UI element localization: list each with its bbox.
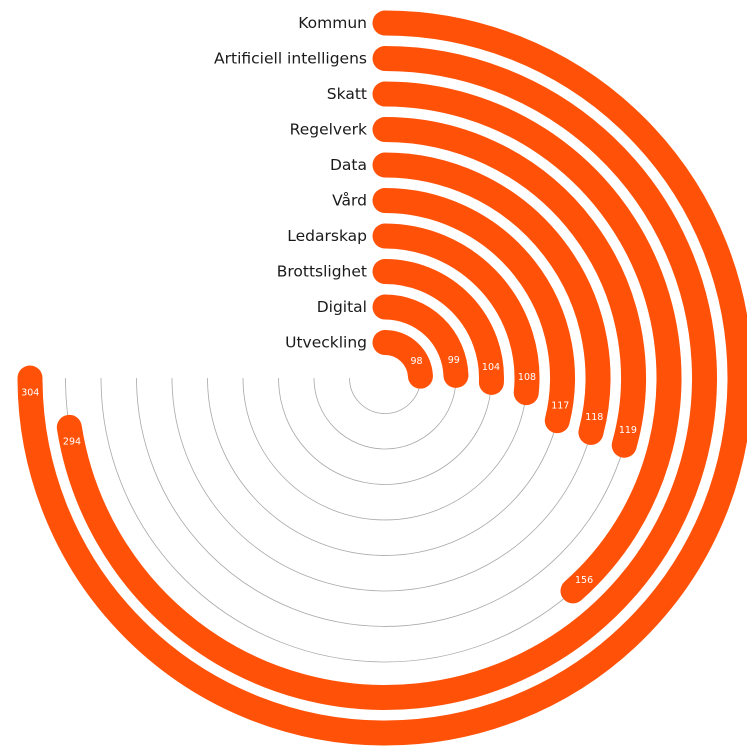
grid-track [207, 377, 563, 556]
category-label-utveckling: Utveckling [285, 334, 367, 352]
category-label-skatt: Skatt [327, 85, 367, 103]
bar-kommun [17, 10, 747, 746]
bar-utveckling [372, 330, 433, 389]
bar-ledarskap [372, 223, 540, 406]
bar-artificiell-intelligens [56, 46, 717, 710]
value-label-regelverk: 119 [619, 425, 637, 436]
value-label-brottslighet: 104 [482, 362, 500, 373]
bar-brottslighet [372, 259, 504, 395]
value-label-data: 118 [585, 412, 603, 423]
category-label-regelverk: Regelverk [290, 121, 367, 139]
value-label-artificiell-intelligens: 294 [63, 437, 81, 448]
category-labels: Kommun Artificiell intelligens Skatt Regelv… [214, 14, 367, 352]
bar-digital [372, 294, 469, 388]
grid-track [136, 377, 634, 627]
category-label-vard: Vård [332, 192, 367, 210]
bars [17, 10, 747, 746]
category-label-digital: Digital [317, 298, 367, 316]
category-label-data: Data [330, 156, 367, 174]
bar-skatt [372, 81, 682, 604]
bar-regelverk [372, 117, 646, 458]
bar-data [372, 152, 611, 445]
grid-track [313, 377, 457, 450]
category-label-artificiell-intelligens: Artificiell intelligens [214, 50, 367, 68]
grid-track [349, 377, 421, 414]
category-label-kommun: Kommun [298, 14, 367, 32]
value-label-vard: 117 [551, 400, 569, 411]
category-label-ledarskap: Ledarskap [287, 227, 367, 245]
grid-track [242, 377, 528, 521]
value-label-kommun: 304 [21, 388, 39, 399]
value-label-skatt: 156 [575, 575, 593, 586]
value-labels: 304 294 156 119 118 117 108 104 99 98 [21, 355, 637, 586]
category-label-brottslighet: Brottslighet [277, 263, 367, 281]
bar-vard [372, 188, 575, 434]
value-label-digital: 99 [448, 355, 460, 366]
value-label-ledarskap: 108 [518, 372, 536, 383]
value-label-utveckling: 98 [410, 356, 422, 367]
grid-track [278, 377, 492, 485]
grid-track [171, 377, 599, 592]
